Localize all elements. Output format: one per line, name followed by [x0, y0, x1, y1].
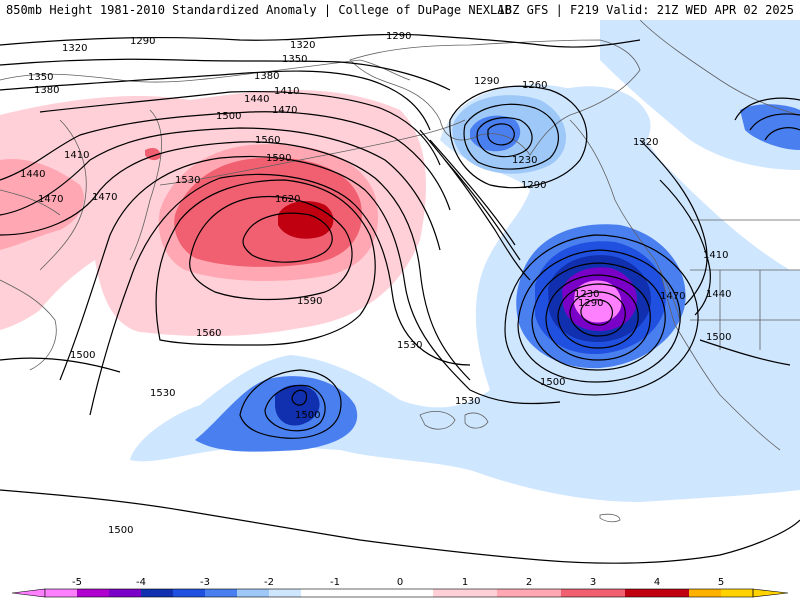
contour-label: 1440: [244, 94, 269, 105]
colorbar-tick: -4: [136, 577, 146, 588]
contour-label: 1530: [175, 175, 200, 186]
contour-label: 1620: [275, 194, 300, 205]
contour-label: 1530: [150, 388, 175, 399]
contour-label: 1320: [62, 43, 87, 54]
colorbar-segments: [45, 589, 753, 597]
colorbar-tick: 2: [526, 577, 532, 588]
contour-label: 1350: [282, 54, 307, 65]
contour-label: 1230: [574, 289, 599, 300]
colorbar-tick: -3: [200, 577, 210, 588]
anomaly-colorbar: -5 -4 -3 -2 -1 0 1 2 3 4 5: [0, 572, 800, 600]
map-header: 850mb Height 1981-2010 Standardized Anom…: [0, 0, 800, 21]
colorbar-tick: -5: [72, 577, 82, 588]
contour-label: 1380: [254, 71, 279, 82]
contour-label: 1380: [34, 85, 59, 96]
contour-label: 1320: [290, 40, 315, 51]
contour-label: 1410: [64, 150, 89, 161]
contour-label: 1290: [130, 36, 155, 47]
colorbar-tick: 4: [654, 577, 660, 588]
contour-label-layer: 1290 1320 1320 1290 1350 1350 1380 1380 …: [20, 31, 731, 536]
model-valid-time: 18Z GFS | F219 Valid: 21Z WED APR 02 202…: [497, 3, 794, 17]
contour-label: 1470: [660, 291, 685, 302]
contour-label: 1290: [578, 298, 603, 309]
contour-label: 1290: [474, 76, 499, 87]
contour-label: 1500: [295, 410, 320, 421]
contour-label: 1560: [255, 135, 280, 146]
contour-label: 1320: [633, 137, 658, 148]
contour-label: 1530: [397, 340, 422, 351]
colorbar-tick: -1: [330, 577, 340, 588]
contour-label: 1440: [20, 169, 45, 180]
contour-label: 1500: [216, 111, 241, 122]
colorbar-tick: 5: [718, 577, 724, 588]
contour-label: 1500: [706, 332, 731, 343]
coastlines: [0, 20, 800, 523]
contour-label: 1410: [274, 86, 299, 97]
contour-label: 1350: [28, 72, 53, 83]
contour-label: 1440: [706, 289, 731, 300]
contour-label: 1260: [522, 80, 547, 91]
product-title: 850mb Height 1981-2010 Standardized Anom…: [6, 3, 512, 17]
negative-anomaly-shading: [130, 20, 800, 502]
colorbar-tick: -2: [264, 577, 274, 588]
colorbar-tick: 3: [590, 577, 596, 588]
colorbar-tick: 0: [397, 577, 403, 588]
contour-label: 1560: [196, 328, 221, 339]
contour-label: 1590: [266, 153, 291, 164]
contour-label: 1500: [70, 350, 95, 361]
contour-label: 1290: [386, 31, 411, 42]
contour-label: 1410: [703, 250, 728, 261]
contour-label: 1500: [540, 377, 565, 388]
colorbar-tick-labels: -5 -4 -3 -2 -1 0 1 2 3 4 5: [72, 577, 724, 588]
colorbar-tick: 1: [462, 577, 468, 588]
anomaly-map: 1290 1320 1320 1290 1350 1350 1380 1380 …: [0, 20, 800, 582]
contour-label: 1470: [92, 192, 117, 203]
contour-label: 1500: [108, 525, 133, 536]
contour-label: 1470: [272, 105, 297, 116]
contour-label: 1290: [521, 180, 546, 191]
contour-label: 1470: [38, 194, 63, 205]
height-contours: [0, 33, 800, 564]
contour-label: 1230: [512, 155, 537, 166]
contour-label: 1590: [297, 296, 322, 307]
contour-label: 1530: [455, 396, 480, 407]
